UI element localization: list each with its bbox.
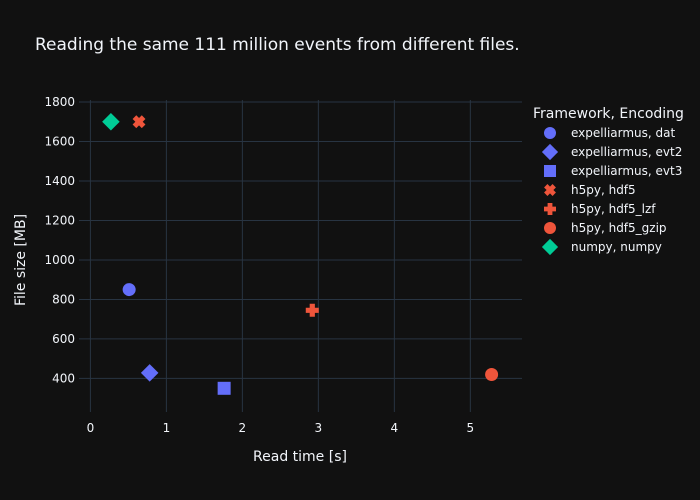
x-tick-label-0: 0 [87, 421, 95, 435]
data-point-2-0 [217, 381, 231, 395]
legend-label-0: expelliarmus, dat [571, 126, 675, 140]
x-tick-label-4: 4 [391, 421, 399, 435]
y-tick-label-6: 1600 [44, 134, 75, 148]
data-points [102, 112, 499, 395]
y-tick-label-7: 1800 [44, 95, 75, 109]
legend-marker-1 [541, 143, 559, 161]
data-point-3-0 [132, 115, 146, 129]
legend-marker-3 [544, 184, 556, 196]
grid-layer [79, 100, 522, 412]
legend-item-0[interactable]: expelliarmus, dat [544, 126, 675, 140]
y-tick-label-3: 1000 [44, 253, 75, 267]
legend-title: Framework, Encoding [533, 106, 684, 122]
y-tick-label-0: 400 [52, 371, 75, 385]
legend-label-2: expelliarmus, evt3 [571, 164, 682, 178]
legend-marker-4 [544, 203, 556, 215]
legend-label-1: expelliarmus, evt2 [571, 145, 682, 159]
y-tick-label-5: 1400 [44, 174, 75, 188]
y-tick-label-4: 1200 [44, 213, 75, 227]
legend-item-3[interactable]: h5py, hdf5 [542, 182, 636, 199]
legend-item-4[interactable]: h5py, hdf5_lzf [544, 202, 656, 216]
data-point-4-0 [305, 303, 319, 317]
legend-item-5[interactable]: h5py, hdf5_gzip [544, 221, 667, 235]
y-axis-title: File size [MB] [13, 214, 29, 306]
legend-label-6: numpy, numpy [571, 240, 662, 254]
legend-item-1[interactable]: expelliarmus, evt2 [541, 143, 682, 161]
tick-labels: 0 1 2 3 4 5 400 600 800 1000 1200 1400 1600 1800 [44, 95, 474, 435]
legend: expelliarmus, dat expelliarmus, evt2 expel… [541, 126, 682, 256]
legend-marker-2 [544, 165, 556, 177]
legend-item-6[interactable]: numpy, numpy [541, 238, 662, 256]
legend-label-3: h5py, hdf5 [571, 183, 636, 197]
x-tick-label-3: 3 [315, 421, 323, 435]
chart-title: Reading the same 111 million events from… [35, 35, 520, 55]
legend-item-2[interactable]: expelliarmus, evt3 [544, 164, 682, 178]
legend-marker-5 [544, 222, 556, 234]
legend-marker-6 [541, 238, 559, 256]
legend-label-5: h5py, hdf5_gzip [571, 221, 667, 235]
data-point-5-0 [485, 367, 499, 381]
x-axis-title: Read time [s] [253, 449, 347, 465]
legend-label-4: h5py, hdf5_lzf [571, 202, 656, 216]
y-tick-label-2: 800 [52, 292, 75, 306]
x-tick-label-2: 2 [239, 421, 247, 435]
legend-marker-0 [544, 127, 556, 139]
data-point-1-0 [140, 364, 159, 382]
x-tick-label-1: 1 [163, 421, 171, 435]
y-tick-label-1: 600 [52, 332, 75, 346]
data-point-0-0 [122, 283, 136, 297]
x-tick-label-5: 5 [467, 421, 475, 435]
data-point-6-0 [102, 112, 120, 131]
